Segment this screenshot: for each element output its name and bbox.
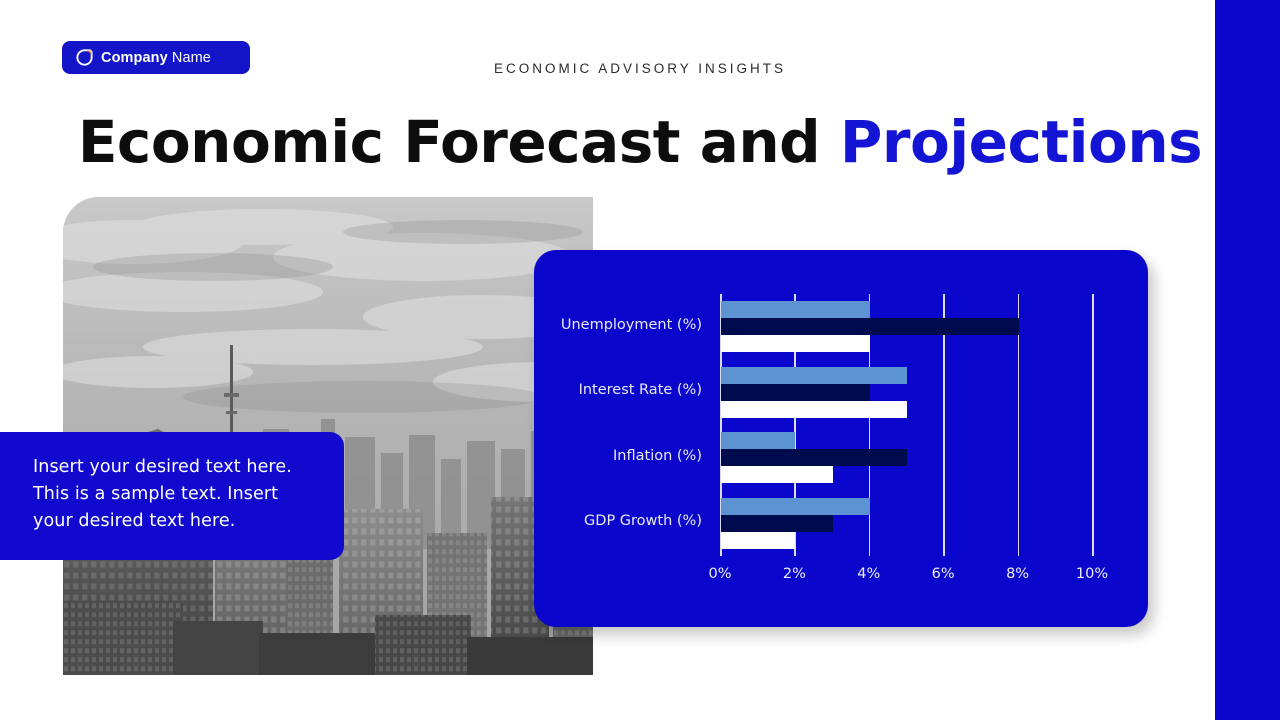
chart-category-label: GDP Growth (%) (584, 513, 702, 530)
chart-bar (721, 449, 907, 467)
chart-gridline (1092, 294, 1094, 556)
chart-bar (721, 383, 870, 401)
chart-card: Unemployment (%) Interest Rate (%) Inflati… (534, 250, 1148, 627)
chart-gridline (720, 294, 722, 556)
page-title-main: Economic Forecast and (77, 108, 840, 176)
chart-gridline (1017, 294, 1020, 556)
chart-x-tick-label: 8% (1006, 566, 1030, 582)
page-kicker: ECONOMIC ADVISORY INSIGHTS (493, 61, 787, 76)
chart-gridline (943, 294, 945, 556)
chart-bar (721, 366, 907, 384)
chart-x-tick-label: 2% (782, 566, 806, 582)
chart-bar-group (721, 432, 1095, 484)
chart-x-tick-labels: 0% 2% 4% 6% 8% 10% (708, 566, 1108, 588)
chart-gridline (794, 294, 796, 556)
chart-category-label: Inflation (%) (613, 447, 702, 464)
ring-logo-icon (76, 49, 93, 66)
company-name-light: Name (167, 49, 211, 66)
caption-text: Insert your desired text here. This is a… (33, 457, 292, 531)
page-title: Economic Forecast and Projections (0, 108, 1280, 176)
chart-gridlines (720, 294, 1094, 556)
chart-bar (721, 318, 1019, 336)
chart-x-tick-label: 4% (857, 566, 881, 582)
chart-bar (721, 514, 833, 532)
page-title-accent: Projections (839, 108, 1203, 176)
chart-bar (721, 335, 870, 353)
chart-x-tick-label: 6% (931, 566, 955, 582)
chart-bar-group (721, 301, 1095, 353)
company-logo-badge[interactable]: Company Name (62, 41, 250, 74)
chart-bar (721, 400, 907, 418)
chart-gridline (868, 294, 871, 556)
chart-bar-groups (721, 294, 1095, 556)
chart-bar (721, 466, 833, 484)
chart-plot-area (720, 294, 1094, 556)
chart-bar (721, 432, 796, 450)
chart-bar (721, 531, 796, 549)
chart-bar (721, 497, 870, 515)
chart-bar (721, 301, 870, 319)
chart-category-label: Unemployment (%) (560, 316, 702, 333)
right-accent-gap (1205, 0, 1215, 720)
chart-bar-group (721, 366, 1095, 418)
chart-x-tick-label: 0% (708, 566, 732, 582)
chart-category-labels: Unemployment (%) Interest Rate (%) Inflati… (534, 294, 714, 556)
caption-callout: Insert your desired text here. This is a… (0, 432, 344, 560)
chart-category-label: Interest Rate (%) (578, 382, 702, 399)
company-name-bold: Company (101, 49, 168, 66)
chart-x-tick-label: 10% (1075, 566, 1109, 582)
chart-bar-group (721, 497, 1095, 549)
company-logo-text: Company Name (101, 50, 211, 66)
right-accent-bar (1215, 0, 1280, 720)
